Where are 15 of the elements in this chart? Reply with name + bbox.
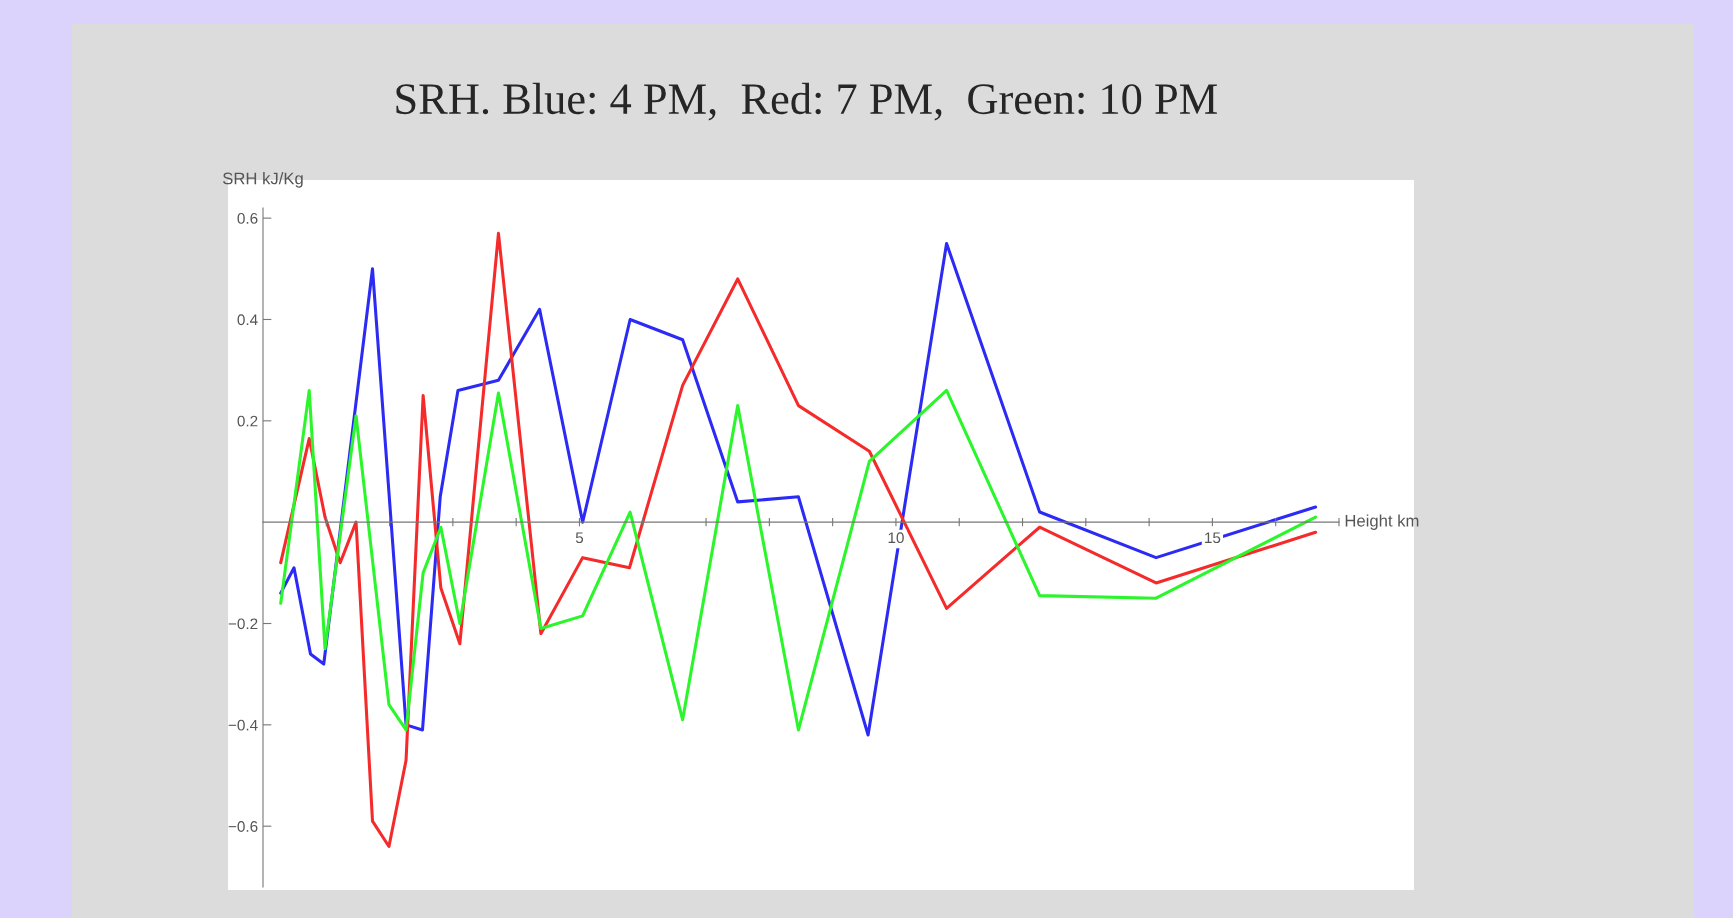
line-series — [279, 231, 1318, 848]
y-tick-label: 0.2 — [237, 415, 258, 427]
x-tick-label: 15 — [1205, 532, 1221, 544]
x-axis-title: Height km — [1345, 514, 1419, 530]
x-tick-label: 10 — [888, 532, 904, 544]
x-tick-label: 5 — [575, 532, 584, 544]
chart-title: SRH. Blue: 4 PM, Red: 7 PM, Green: 10 PM — [396, 82, 1217, 121]
y-tick-label: 0.4 — [237, 314, 258, 326]
y-tick-label: −0.4 — [228, 719, 258, 731]
y-tick-label: −0.2 — [228, 618, 258, 630]
line-series — [279, 388, 1318, 732]
line-series — [279, 241, 1318, 737]
y-tick-label: 0.6 — [237, 213, 258, 224]
y-axis-title: SRH kJ/Kg — [223, 172, 303, 188]
y-tick-label: −0.6 — [228, 821, 258, 832]
